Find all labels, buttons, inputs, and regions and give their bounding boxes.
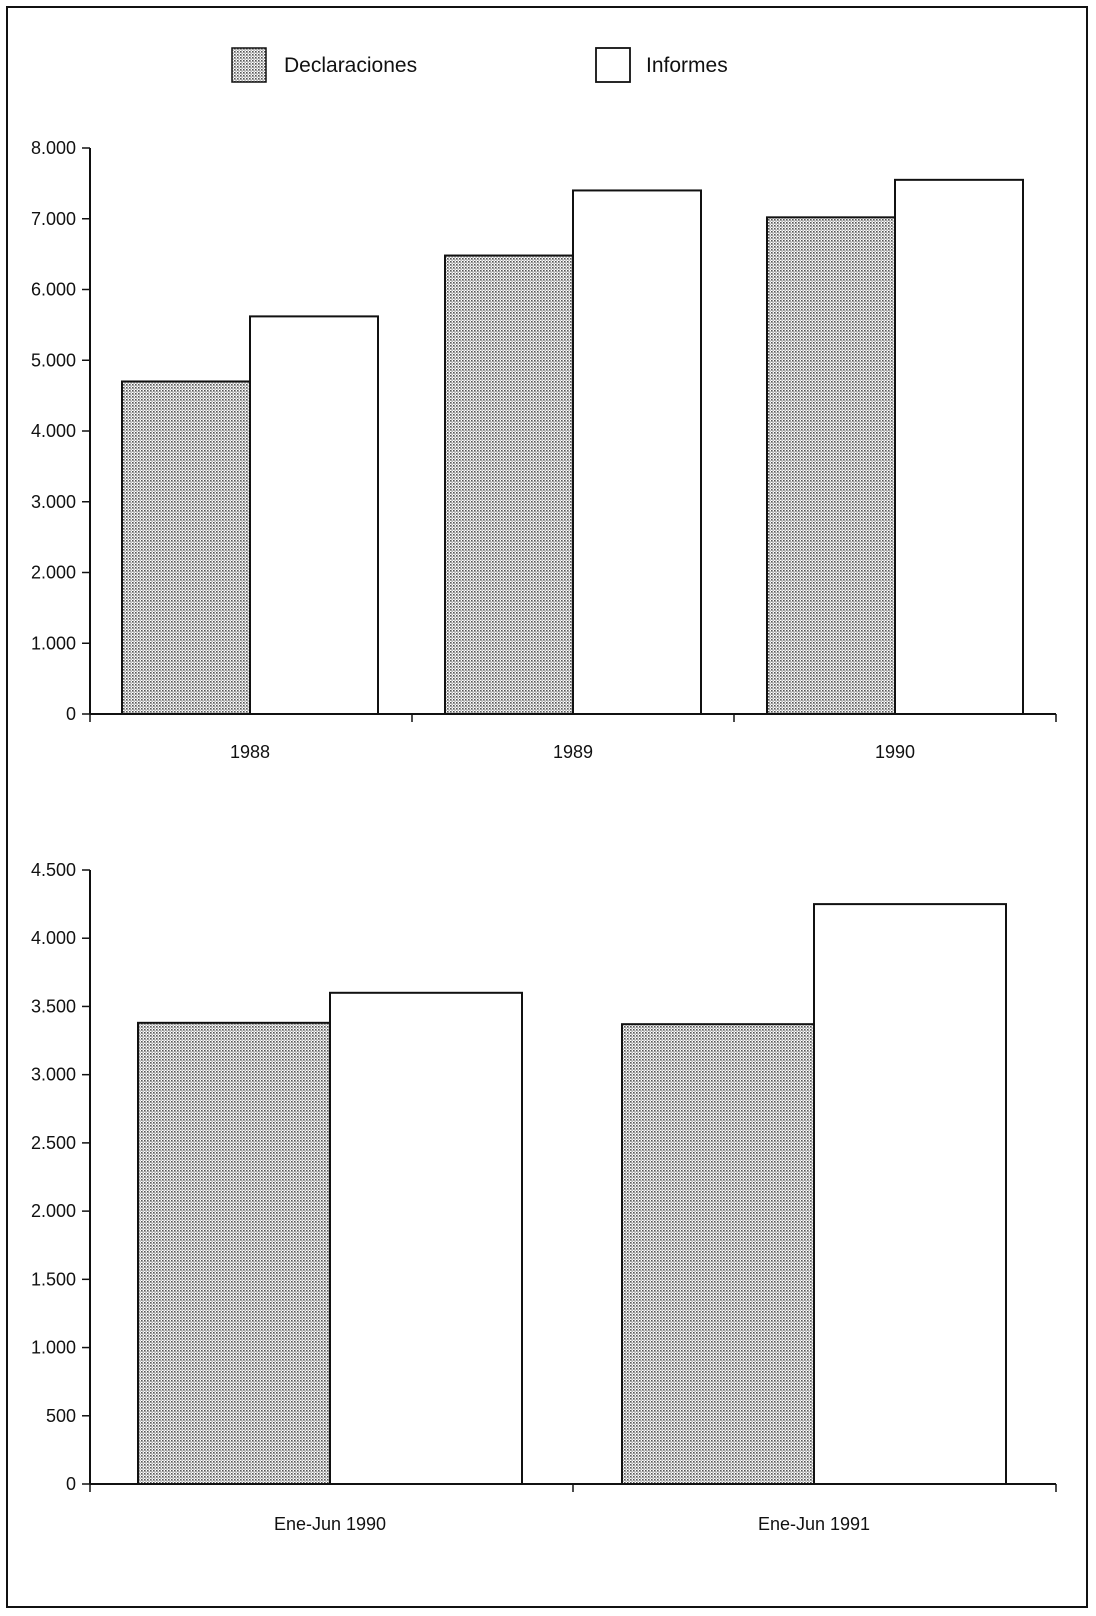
x-category-label: Ene-Jun 1991 — [758, 1514, 870, 1534]
y-tick-label: 1.000 — [31, 1338, 76, 1358]
x-category-label: Ene-Jun 1990 — [274, 1514, 386, 1534]
legend-swatch-informes — [595, 47, 631, 83]
y-tick-label: 0 — [66, 1474, 76, 1494]
y-tick-label: 500 — [46, 1406, 76, 1426]
bar-declaraciones-1990 — [766, 216, 896, 716]
y-tick-label: 1.500 — [31, 1269, 76, 1289]
legend-swatch-declaraciones — [231, 47, 267, 83]
bar-declaraciones-ene-jun-1991 — [621, 1023, 815, 1486]
x-category-label: 1989 — [553, 742, 593, 762]
bar-informes-1989 — [572, 189, 702, 715]
y-tick-label: 4.500 — [31, 860, 76, 880]
y-tick-label: 6.000 — [31, 280, 76, 300]
y-tick-label: 2.500 — [31, 1133, 76, 1153]
y-tick-label: 4.000 — [31, 421, 76, 441]
x-category-label: 1990 — [875, 742, 915, 762]
bar-informes-1988 — [249, 315, 379, 715]
bar-informes-1990 — [894, 178, 1024, 715]
bar-declaraciones-ene-jun-1990 — [137, 1021, 331, 1485]
y-tick-label: 0 — [66, 704, 76, 724]
y-tick-label: 2.000 — [31, 1201, 76, 1221]
y-tick-label: 7.000 — [31, 209, 76, 229]
legend: Declaraciones Informes — [231, 47, 728, 83]
y-tick-label: 5.000 — [31, 350, 76, 370]
bar-declaraciones-1989 — [444, 254, 574, 715]
y-tick-label: 4.000 — [31, 928, 76, 948]
y-tick-label: 2.000 — [31, 563, 76, 583]
bar-informes-ene-jun-1990 — [329, 991, 523, 1485]
y-tick-label: 3.000 — [31, 1065, 76, 1085]
chart-semester: 0 500 1.000 1.500 2.000 2.500 3.000 3.500 4.000 4… — [31, 860, 1057, 1534]
chart-annual: 0 1.000 2.000 3.000 4.000 5.000 6.000 7.000 8.00… — [31, 138, 1057, 762]
y-tick-label: 3.500 — [31, 996, 76, 1016]
y-tick-label: 1.000 — [31, 633, 76, 653]
legend-label-declaraciones: Declaraciones — [284, 54, 417, 77]
bar-declaraciones-1988 — [121, 380, 251, 715]
y-tick-label: 3.000 — [31, 492, 76, 512]
legend-label-informes: Informes — [646, 54, 728, 77]
y-tick-label: 8.000 — [31, 138, 76, 158]
x-category-label: 1988 — [230, 742, 270, 762]
bar-informes-ene-jun-1991 — [813, 903, 1007, 1485]
